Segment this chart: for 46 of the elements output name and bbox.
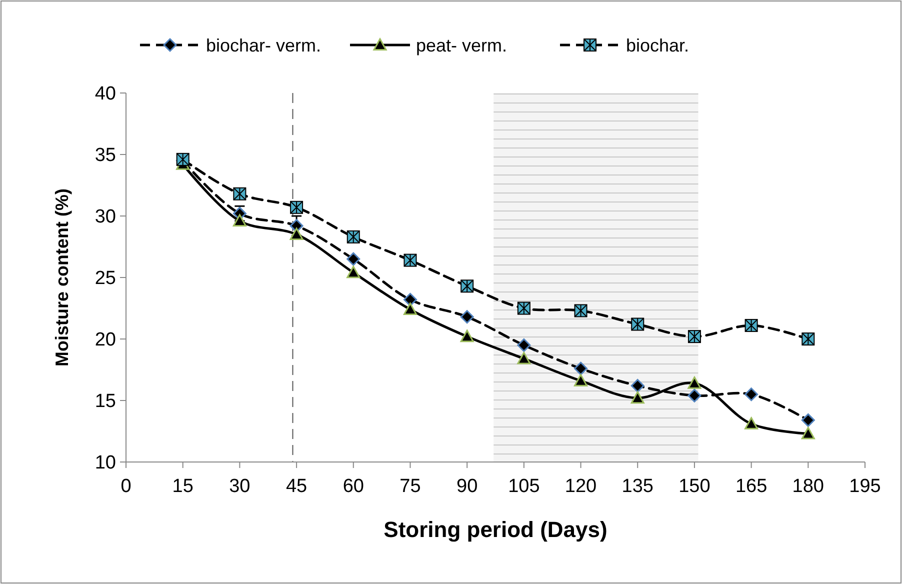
point — [574, 362, 588, 376]
y-tick-label: 10 — [94, 452, 116, 474]
legend-label: biochar- verm. — [206, 35, 322, 56]
point — [630, 391, 644, 404]
x-tick-label: 15 — [172, 476, 194, 497]
legend-label: peat- verm. — [416, 35, 508, 56]
y-axis-title: Moisture content (%) — [52, 188, 72, 366]
x-tick-label: 90 — [456, 476, 478, 497]
x-tick-label: 120 — [564, 476, 597, 497]
x-tick-label: 75 — [400, 476, 421, 497]
point — [688, 376, 702, 389]
x-tick-label: 150 — [678, 476, 710, 497]
point — [630, 378, 644, 392]
x-tick-label: 105 — [508, 476, 540, 497]
x-axis-title: Storing period (Days) — [384, 517, 608, 542]
point — [688, 388, 702, 402]
x-tick-label: 195 — [849, 476, 881, 497]
point — [403, 292, 417, 306]
point — [460, 310, 474, 324]
x-tick-label: 135 — [622, 476, 654, 497]
point — [460, 330, 474, 342]
y-tick-label: 30 — [94, 206, 116, 228]
point — [346, 266, 360, 278]
point — [346, 252, 360, 266]
point — [801, 413, 815, 427]
point — [517, 352, 531, 364]
point — [744, 388, 758, 402]
legend-label: biochar. — [626, 35, 690, 56]
point — [574, 374, 588, 386]
point — [744, 417, 758, 430]
y-tick-label: 15 — [94, 391, 116, 412]
x-tick-label: 45 — [286, 476, 308, 497]
y-tick-label: 40 — [94, 84, 116, 105]
point — [801, 426, 815, 440]
x-tick-label: 60 — [342, 476, 364, 497]
point — [290, 228, 304, 240]
x-tick-label: 0 — [120, 476, 132, 497]
y-tick-label: 20 — [94, 330, 116, 351]
x-tick-label: 180 — [792, 476, 824, 497]
point — [517, 338, 531, 352]
point — [232, 214, 246, 226]
point — [403, 302, 417, 316]
y-tick-label: 35 — [94, 145, 116, 166]
x-tick-label: 165 — [735, 476, 768, 497]
x-tick-label: 30 — [229, 476, 250, 497]
y-tick-label: 25 — [94, 268, 116, 290]
